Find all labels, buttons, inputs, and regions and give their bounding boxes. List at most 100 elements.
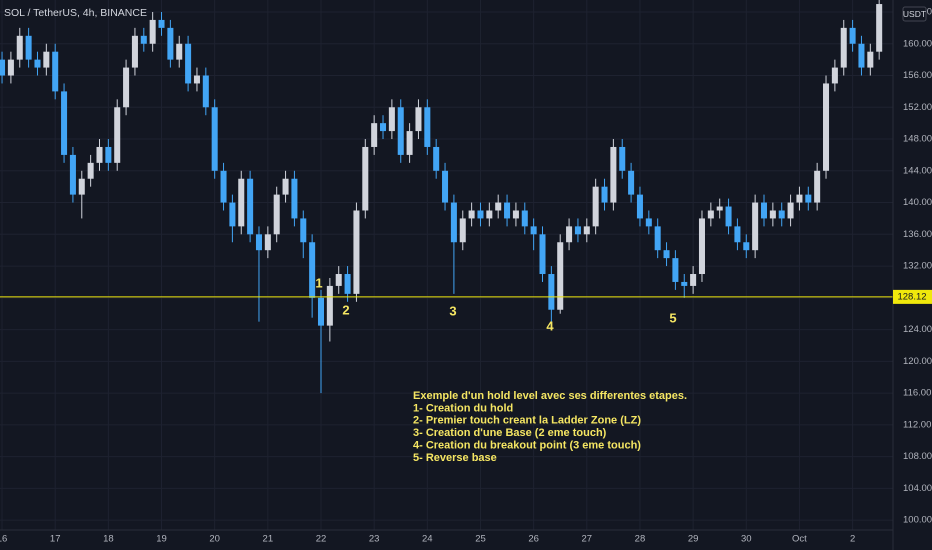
x-tick-label: 17	[50, 534, 61, 545]
y-tick-label: 148.00	[903, 134, 932, 145]
candle-body	[876, 4, 883, 52]
candle-body	[645, 218, 652, 227]
candle-body	[548, 274, 555, 310]
candle-body	[450, 202, 457, 243]
candle-body	[628, 170, 635, 195]
currency-box	[902, 6, 927, 22]
step-annotation: 1	[315, 275, 322, 290]
x-tick-label: 27	[582, 534, 593, 545]
candle-body	[619, 146, 626, 171]
candle-body	[255, 234, 262, 251]
candle-body	[238, 178, 245, 227]
candle-body	[636, 194, 643, 219]
candle-body	[769, 210, 776, 219]
candle-body	[406, 131, 413, 155]
y-tick-label: 116.00	[903, 388, 931, 399]
candle-body	[734, 226, 741, 243]
candle-body	[193, 75, 200, 84]
candle-body	[831, 67, 838, 84]
plot-area: 1 2 3 4 5	[0, 0, 893, 394]
candle-body	[388, 107, 395, 132]
candle-body	[654, 226, 661, 251]
candle-body	[353, 210, 360, 294]
candle-body	[371, 123, 378, 147]
candle-body	[282, 178, 289, 195]
x-tick-label: 18	[103, 534, 114, 545]
x-tick-label: 16	[0, 534, 7, 545]
x-tick-label: 26	[528, 534, 539, 545]
candle-body	[69, 154, 76, 195]
x-tick-label: 25	[475, 534, 486, 545]
candle-body	[504, 202, 511, 219]
step-annotation: 5	[669, 310, 676, 325]
x-tick-label: 30	[741, 534, 752, 545]
note-line: 5- Reverse base	[413, 452, 497, 464]
y-tick-label: 120.00	[903, 356, 932, 367]
candle-body	[601, 186, 608, 203]
candle-body	[787, 202, 794, 219]
candle-body	[743, 242, 750, 251]
candle-body	[521, 210, 528, 227]
candle-body	[300, 218, 307, 243]
x-tick-label: 20	[209, 534, 220, 545]
chart-title: SOL / TetherUS, 4h, BINANCE	[4, 7, 147, 19]
candle-body	[442, 170, 449, 203]
candle-body	[264, 234, 271, 251]
candle-body	[247, 178, 254, 235]
note-line: Exemple d'un hold level avec ses differe…	[413, 390, 687, 402]
candle-body	[211, 107, 218, 171]
x-tick-label: 22	[316, 534, 327, 545]
step-annotation: 2	[342, 302, 349, 317]
candle-body	[52, 51, 59, 92]
candle-body	[512, 210, 519, 219]
candle-body	[468, 210, 475, 219]
candle-body	[61, 91, 68, 155]
candle-body	[840, 27, 847, 68]
y-tick-label: 112.00	[903, 419, 931, 430]
step-annotation: 3	[449, 303, 456, 318]
candle-body	[309, 242, 316, 298]
candle-body	[229, 202, 236, 227]
x-tick-label: 19	[156, 534, 167, 545]
y-tick-label: 108.00	[903, 451, 932, 462]
y-tick-label: 140.00	[903, 197, 932, 208]
candle-body	[433, 146, 440, 171]
candle-body	[796, 194, 803, 203]
candle-body	[477, 210, 484, 219]
grid	[0, 0, 893, 530]
candle-body	[566, 226, 573, 243]
candle-body	[486, 210, 493, 219]
candle-body	[25, 35, 32, 60]
level-label: 128.12	[897, 291, 926, 302]
candle-body	[273, 194, 280, 235]
x-tick-label: 28	[635, 534, 646, 545]
candle-body	[362, 146, 369, 211]
candle-body	[663, 250, 670, 259]
candle-body	[707, 210, 714, 219]
candle-body	[34, 59, 41, 68]
candle-body	[96, 146, 103, 163]
note-line: 2- Premier touch creant la Ladder Zone (…	[413, 415, 641, 427]
y-tick-label: 136.00	[903, 229, 932, 240]
candle-body	[87, 162, 94, 179]
candle-body	[858, 43, 865, 68]
candle-body	[16, 35, 23, 60]
x-tick-label: 29	[688, 534, 699, 545]
candle-body	[672, 258, 679, 282]
y-tick-label: 132.00	[903, 261, 932, 272]
candle-body	[0, 59, 6, 76]
y-tick-label: 124.00	[903, 324, 932, 335]
candle-body	[805, 194, 812, 203]
candle-body	[814, 170, 821, 203]
currency: USDT	[903, 9, 926, 19]
y-tick-label: 100.00	[903, 515, 932, 526]
candle-body	[752, 202, 759, 251]
note-line: 1- Creation du hold	[413, 402, 513, 414]
note-line: 3- Creation d'une Base (2 eme touch)	[413, 427, 607, 439]
candle-body	[557, 242, 564, 310]
candle-body	[592, 186, 599, 227]
candle-body	[823, 83, 830, 171]
candle-body	[583, 226, 590, 235]
